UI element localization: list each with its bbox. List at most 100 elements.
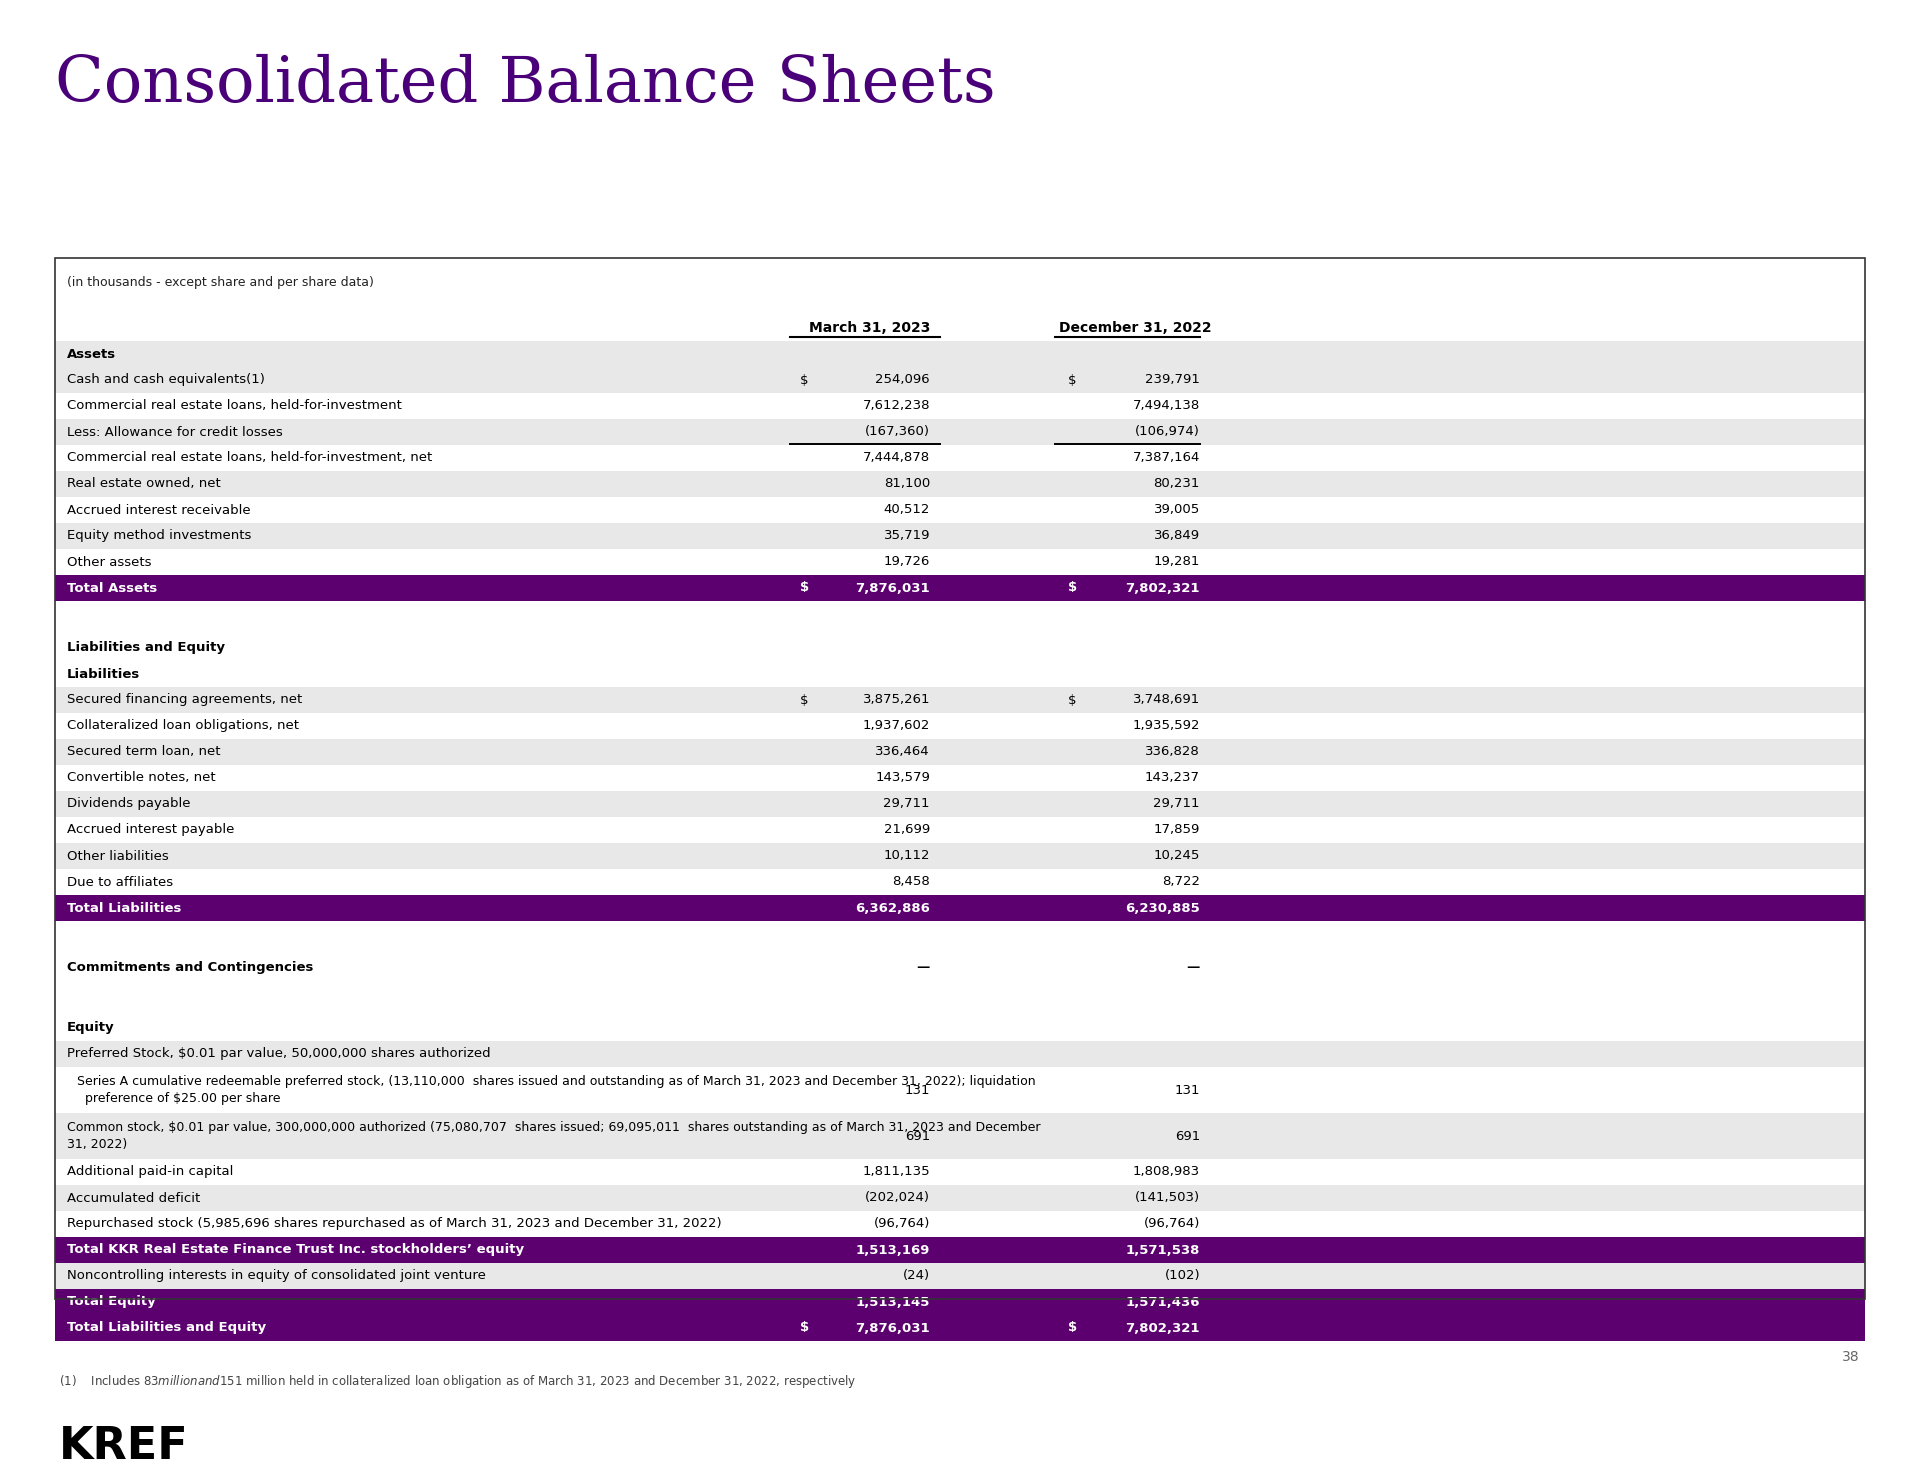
Text: Total Liabilities: Total Liabilities <box>67 901 180 914</box>
Text: 39,005: 39,005 <box>1154 503 1200 516</box>
Text: (1)    Includes $83 million and $151 million held in collateralized loan obligat: (1) Includes $83 million and $151 millio… <box>60 1373 856 1391</box>
Bar <box>56 818 1864 843</box>
Text: Real estate owned, net: Real estate owned, net <box>67 478 221 491</box>
Text: 81,100: 81,100 <box>883 478 929 491</box>
Bar <box>56 712 1864 739</box>
Bar <box>56 843 1864 870</box>
Text: Other assets: Other assets <box>67 555 152 568</box>
Bar <box>56 660 1864 687</box>
Text: Repurchased stock (5,985,696 shares repurchased as of March 31, 2023 and Decembe: Repurchased stock (5,985,696 shares repu… <box>67 1217 722 1230</box>
Text: 336,464: 336,464 <box>876 745 929 758</box>
Bar <box>56 418 1864 445</box>
Bar <box>56 258 1864 1298</box>
Bar <box>56 922 1864 956</box>
Text: (102): (102) <box>1164 1269 1200 1282</box>
Text: Total Assets: Total Assets <box>67 582 157 595</box>
Text: (in thousands - except share and per share data): (in thousands - except share and per sha… <box>67 276 374 289</box>
Bar <box>56 1290 1864 1315</box>
Text: 19,281: 19,281 <box>1154 555 1200 568</box>
Text: 19,726: 19,726 <box>883 555 929 568</box>
Text: 1,513,169: 1,513,169 <box>856 1244 929 1257</box>
Text: 1,808,983: 1,808,983 <box>1133 1165 1200 1178</box>
Text: Secured term loan, net: Secured term loan, net <box>67 745 221 758</box>
Text: (167,360): (167,360) <box>866 426 929 438</box>
Text: $: $ <box>801 693 808 706</box>
Bar <box>56 470 1864 497</box>
Text: 7,444,878: 7,444,878 <box>862 451 929 464</box>
Text: 7,494,138: 7,494,138 <box>1133 399 1200 413</box>
Bar <box>56 341 1864 367</box>
Text: 17,859: 17,859 <box>1154 824 1200 837</box>
Text: 691: 691 <box>904 1129 929 1143</box>
Bar <box>56 1211 1864 1238</box>
Text: $: $ <box>801 582 808 595</box>
Text: 29,711: 29,711 <box>883 797 929 810</box>
Bar <box>56 393 1864 418</box>
Text: 3,748,691: 3,748,691 <box>1133 693 1200 706</box>
Text: 36,849: 36,849 <box>1154 530 1200 543</box>
Text: 1,571,538: 1,571,538 <box>1125 1244 1200 1257</box>
Text: Accrued interest payable: Accrued interest payable <box>67 824 234 837</box>
Text: Liabilities: Liabilities <box>67 668 140 681</box>
Text: 7,612,238: 7,612,238 <box>862 399 929 413</box>
Text: —: — <box>1187 962 1200 975</box>
Text: 6,362,886: 6,362,886 <box>854 901 929 914</box>
Text: Noncontrolling interests in equity of consolidated joint venture: Noncontrolling interests in equity of co… <box>67 1269 486 1282</box>
Text: March 31, 2023: March 31, 2023 <box>810 321 931 335</box>
Text: Commitments and Contingencies: Commitments and Contingencies <box>67 962 313 975</box>
Text: $: $ <box>1068 582 1077 595</box>
Bar <box>56 687 1864 712</box>
Bar <box>56 497 1864 522</box>
Bar <box>56 1186 1864 1211</box>
Bar <box>56 522 1864 549</box>
Text: Accrued interest receivable: Accrued interest receivable <box>67 503 252 516</box>
Bar <box>56 574 1864 601</box>
Text: $: $ <box>1068 1321 1077 1334</box>
Text: 6,230,885: 6,230,885 <box>1125 901 1200 914</box>
Text: 80,231: 80,231 <box>1154 478 1200 491</box>
Bar <box>56 1040 1864 1067</box>
Bar <box>56 1238 1864 1263</box>
Text: Liabilities and Equity: Liabilities and Equity <box>67 641 225 654</box>
Text: Dividends payable: Dividends payable <box>67 797 190 810</box>
Text: Consolidated Balance Sheets: Consolidated Balance Sheets <box>56 53 996 116</box>
Text: Equity method investments: Equity method investments <box>67 530 252 543</box>
Text: Total KKR Real Estate Finance Trust Inc. stockholders’ equity: Total KKR Real Estate Finance Trust Inc.… <box>67 1244 524 1257</box>
Text: —: — <box>916 962 929 975</box>
Text: Collateralized loan obligations, net: Collateralized loan obligations, net <box>67 720 300 733</box>
Bar <box>56 956 1864 981</box>
Text: December 31, 2022: December 31, 2022 <box>1058 321 1212 335</box>
Bar <box>56 549 1864 574</box>
Text: (96,764): (96,764) <box>874 1217 929 1230</box>
Text: $: $ <box>801 374 808 386</box>
Text: Accumulated deficit: Accumulated deficit <box>67 1192 200 1205</box>
Text: Assets: Assets <box>67 347 115 361</box>
Bar <box>56 1159 1864 1186</box>
Text: 143,237: 143,237 <box>1144 772 1200 785</box>
Text: 1,935,592: 1,935,592 <box>1133 720 1200 733</box>
Text: $: $ <box>1068 374 1077 386</box>
Text: Less: Allowance for credit losses: Less: Allowance for credit losses <box>67 426 282 438</box>
Text: Preferred Stock, $0.01 par value, 50,000,000 shares authorized: Preferred Stock, $0.01 par value, 50,000… <box>67 1048 492 1061</box>
Text: (96,764): (96,764) <box>1144 1217 1200 1230</box>
Text: 7,876,031: 7,876,031 <box>856 1321 929 1334</box>
Text: Series A cumulative redeemable preferred stock, (13,110,000  shares issued and o: Series A cumulative redeemable preferred… <box>77 1074 1035 1106</box>
Text: Additional paid-in capital: Additional paid-in capital <box>67 1165 234 1178</box>
Text: 7,876,031: 7,876,031 <box>856 582 929 595</box>
Text: KREF: KREF <box>60 1425 188 1468</box>
Bar <box>56 1315 1864 1342</box>
Text: 7,387,164: 7,387,164 <box>1133 451 1200 464</box>
Text: 3,875,261: 3,875,261 <box>862 693 929 706</box>
Text: 1,811,135: 1,811,135 <box>862 1165 929 1178</box>
Text: Commercial real estate loans, held-for-investment: Commercial real estate loans, held-for-i… <box>67 399 401 413</box>
Text: Secured financing agreements, net: Secured financing agreements, net <box>67 693 301 706</box>
Text: Cash and cash equivalents(1): Cash and cash equivalents(1) <box>67 374 265 386</box>
Text: 10,245: 10,245 <box>1154 849 1200 862</box>
Bar <box>56 445 1864 470</box>
Text: $: $ <box>801 1321 808 1334</box>
Text: 131: 131 <box>904 1083 929 1097</box>
Text: 1,571,436: 1,571,436 <box>1125 1296 1200 1309</box>
Bar <box>56 1015 1864 1040</box>
Bar <box>56 601 1864 635</box>
Bar <box>56 635 1864 660</box>
